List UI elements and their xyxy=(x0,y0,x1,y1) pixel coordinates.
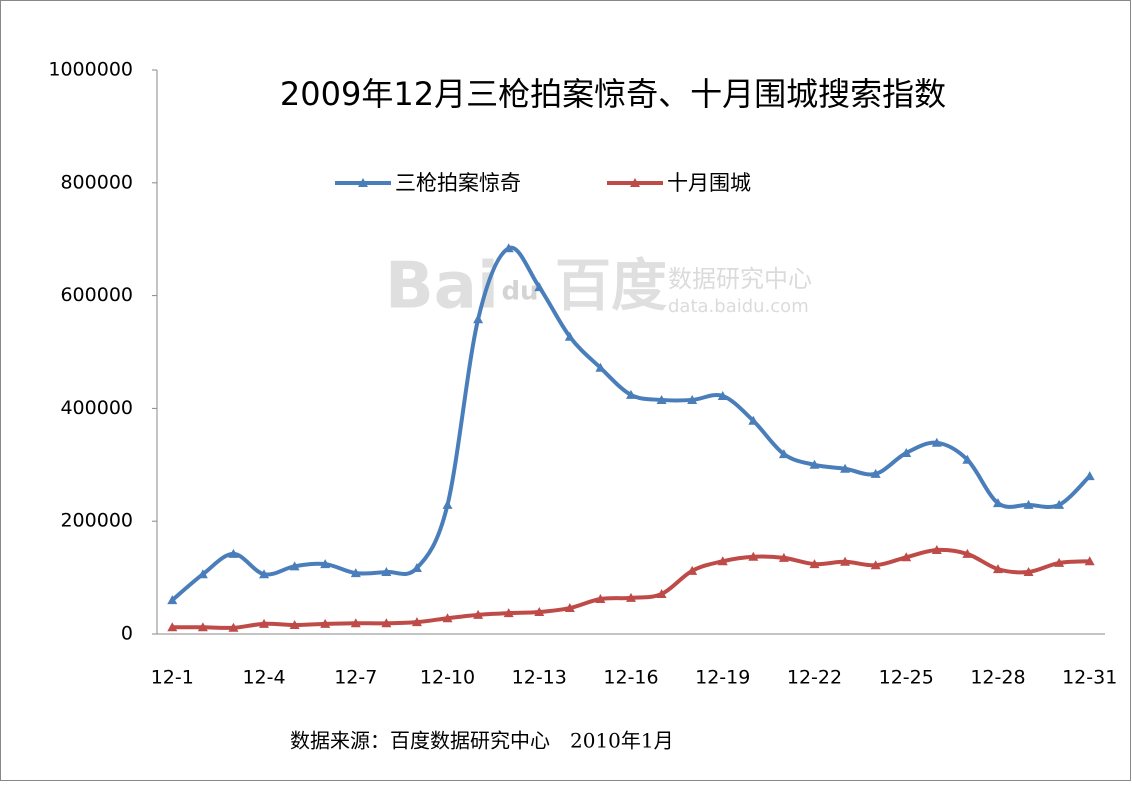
marker xyxy=(167,622,178,632)
chart-title: 2009年12月三枪拍案惊奇、十月围城搜索指数 xyxy=(280,75,946,113)
y-tick-label: 600000 xyxy=(60,284,133,306)
x-tick-label: 12-13 xyxy=(512,667,567,689)
marker xyxy=(1023,499,1034,509)
x-tick-label: 12-7 xyxy=(334,667,377,689)
marker xyxy=(748,551,759,561)
marker xyxy=(503,608,514,618)
marker xyxy=(748,415,759,425)
legend-label: 十月围城 xyxy=(667,171,751,195)
marker xyxy=(350,568,361,578)
watermark: Bai du 百度 数据研究中心 data.baidu.com xyxy=(385,250,812,324)
marker xyxy=(350,618,361,628)
marker xyxy=(167,595,178,605)
marker xyxy=(717,556,728,566)
watermark-text: data.baidu.com xyxy=(668,296,809,317)
legend-marker xyxy=(358,178,368,187)
marker xyxy=(1054,499,1065,509)
marker xyxy=(1054,557,1065,567)
marker xyxy=(381,618,392,628)
source-note: 数据来源：百度数据研究中心 2010年1月 xyxy=(290,729,674,753)
marker xyxy=(870,560,881,570)
marker xyxy=(901,447,912,457)
marker xyxy=(595,362,606,372)
marker xyxy=(289,619,300,629)
marker xyxy=(259,618,270,628)
x-tick-label: 12-1 xyxy=(151,667,194,689)
x-tick-label: 12-4 xyxy=(242,667,285,689)
y-tick-label: 1000000 xyxy=(48,59,133,81)
marker xyxy=(320,618,331,628)
marker xyxy=(626,389,636,399)
marker xyxy=(564,331,575,341)
x-tick-label: 12-28 xyxy=(970,667,1025,689)
x-tick-label: 12-31 xyxy=(1062,667,1117,689)
marker xyxy=(564,603,575,613)
marker xyxy=(442,499,453,509)
x-tick-label: 12-10 xyxy=(420,667,475,689)
watermark-text: 百度 xyxy=(555,254,667,319)
marker xyxy=(534,282,545,292)
marker xyxy=(320,559,331,569)
marker xyxy=(595,594,606,604)
marker xyxy=(901,552,912,562)
y-tick-label: 400000 xyxy=(60,397,133,419)
marker xyxy=(656,394,667,404)
marker xyxy=(931,437,942,447)
y-tick-label: 0 xyxy=(121,623,133,645)
marker xyxy=(778,552,789,562)
marker xyxy=(626,592,636,602)
marker xyxy=(1084,556,1095,566)
marker xyxy=(473,609,484,619)
marker xyxy=(687,394,698,404)
marker xyxy=(992,498,1003,508)
marker xyxy=(840,463,851,473)
x-tick-label: 12-22 xyxy=(787,667,842,689)
marker xyxy=(717,390,728,400)
marker xyxy=(411,563,422,573)
marker xyxy=(289,561,300,571)
marker xyxy=(259,569,270,579)
marker xyxy=(931,544,942,554)
marker xyxy=(962,548,973,558)
marker xyxy=(1084,471,1095,481)
marker xyxy=(442,613,453,623)
legend-label: 三枪拍案惊奇 xyxy=(395,171,521,195)
marker xyxy=(840,556,851,566)
marker xyxy=(870,468,881,478)
marker xyxy=(687,565,698,575)
legend-marker xyxy=(630,178,640,187)
marker xyxy=(411,617,422,627)
y-tick-label: 200000 xyxy=(60,510,133,532)
marker xyxy=(381,566,392,576)
watermark-text: du xyxy=(501,277,538,307)
marker xyxy=(197,622,208,632)
x-tick-label: 12-19 xyxy=(695,667,750,689)
marker xyxy=(534,607,545,617)
marker xyxy=(473,314,484,324)
marker xyxy=(992,564,1003,574)
marker xyxy=(656,588,667,598)
marker xyxy=(962,454,973,464)
marker xyxy=(197,569,208,579)
marker xyxy=(778,449,789,459)
marker xyxy=(809,459,820,469)
x-tick-label: 12-16 xyxy=(603,667,658,689)
marker xyxy=(503,243,514,253)
marker xyxy=(228,622,239,632)
y-tick-label: 800000 xyxy=(60,171,133,193)
marker xyxy=(1023,566,1034,576)
watermark-text: 数据研究中心 xyxy=(668,265,812,293)
x-tick-label: 12-25 xyxy=(879,667,934,689)
marker xyxy=(228,548,239,558)
marker xyxy=(809,559,820,569)
